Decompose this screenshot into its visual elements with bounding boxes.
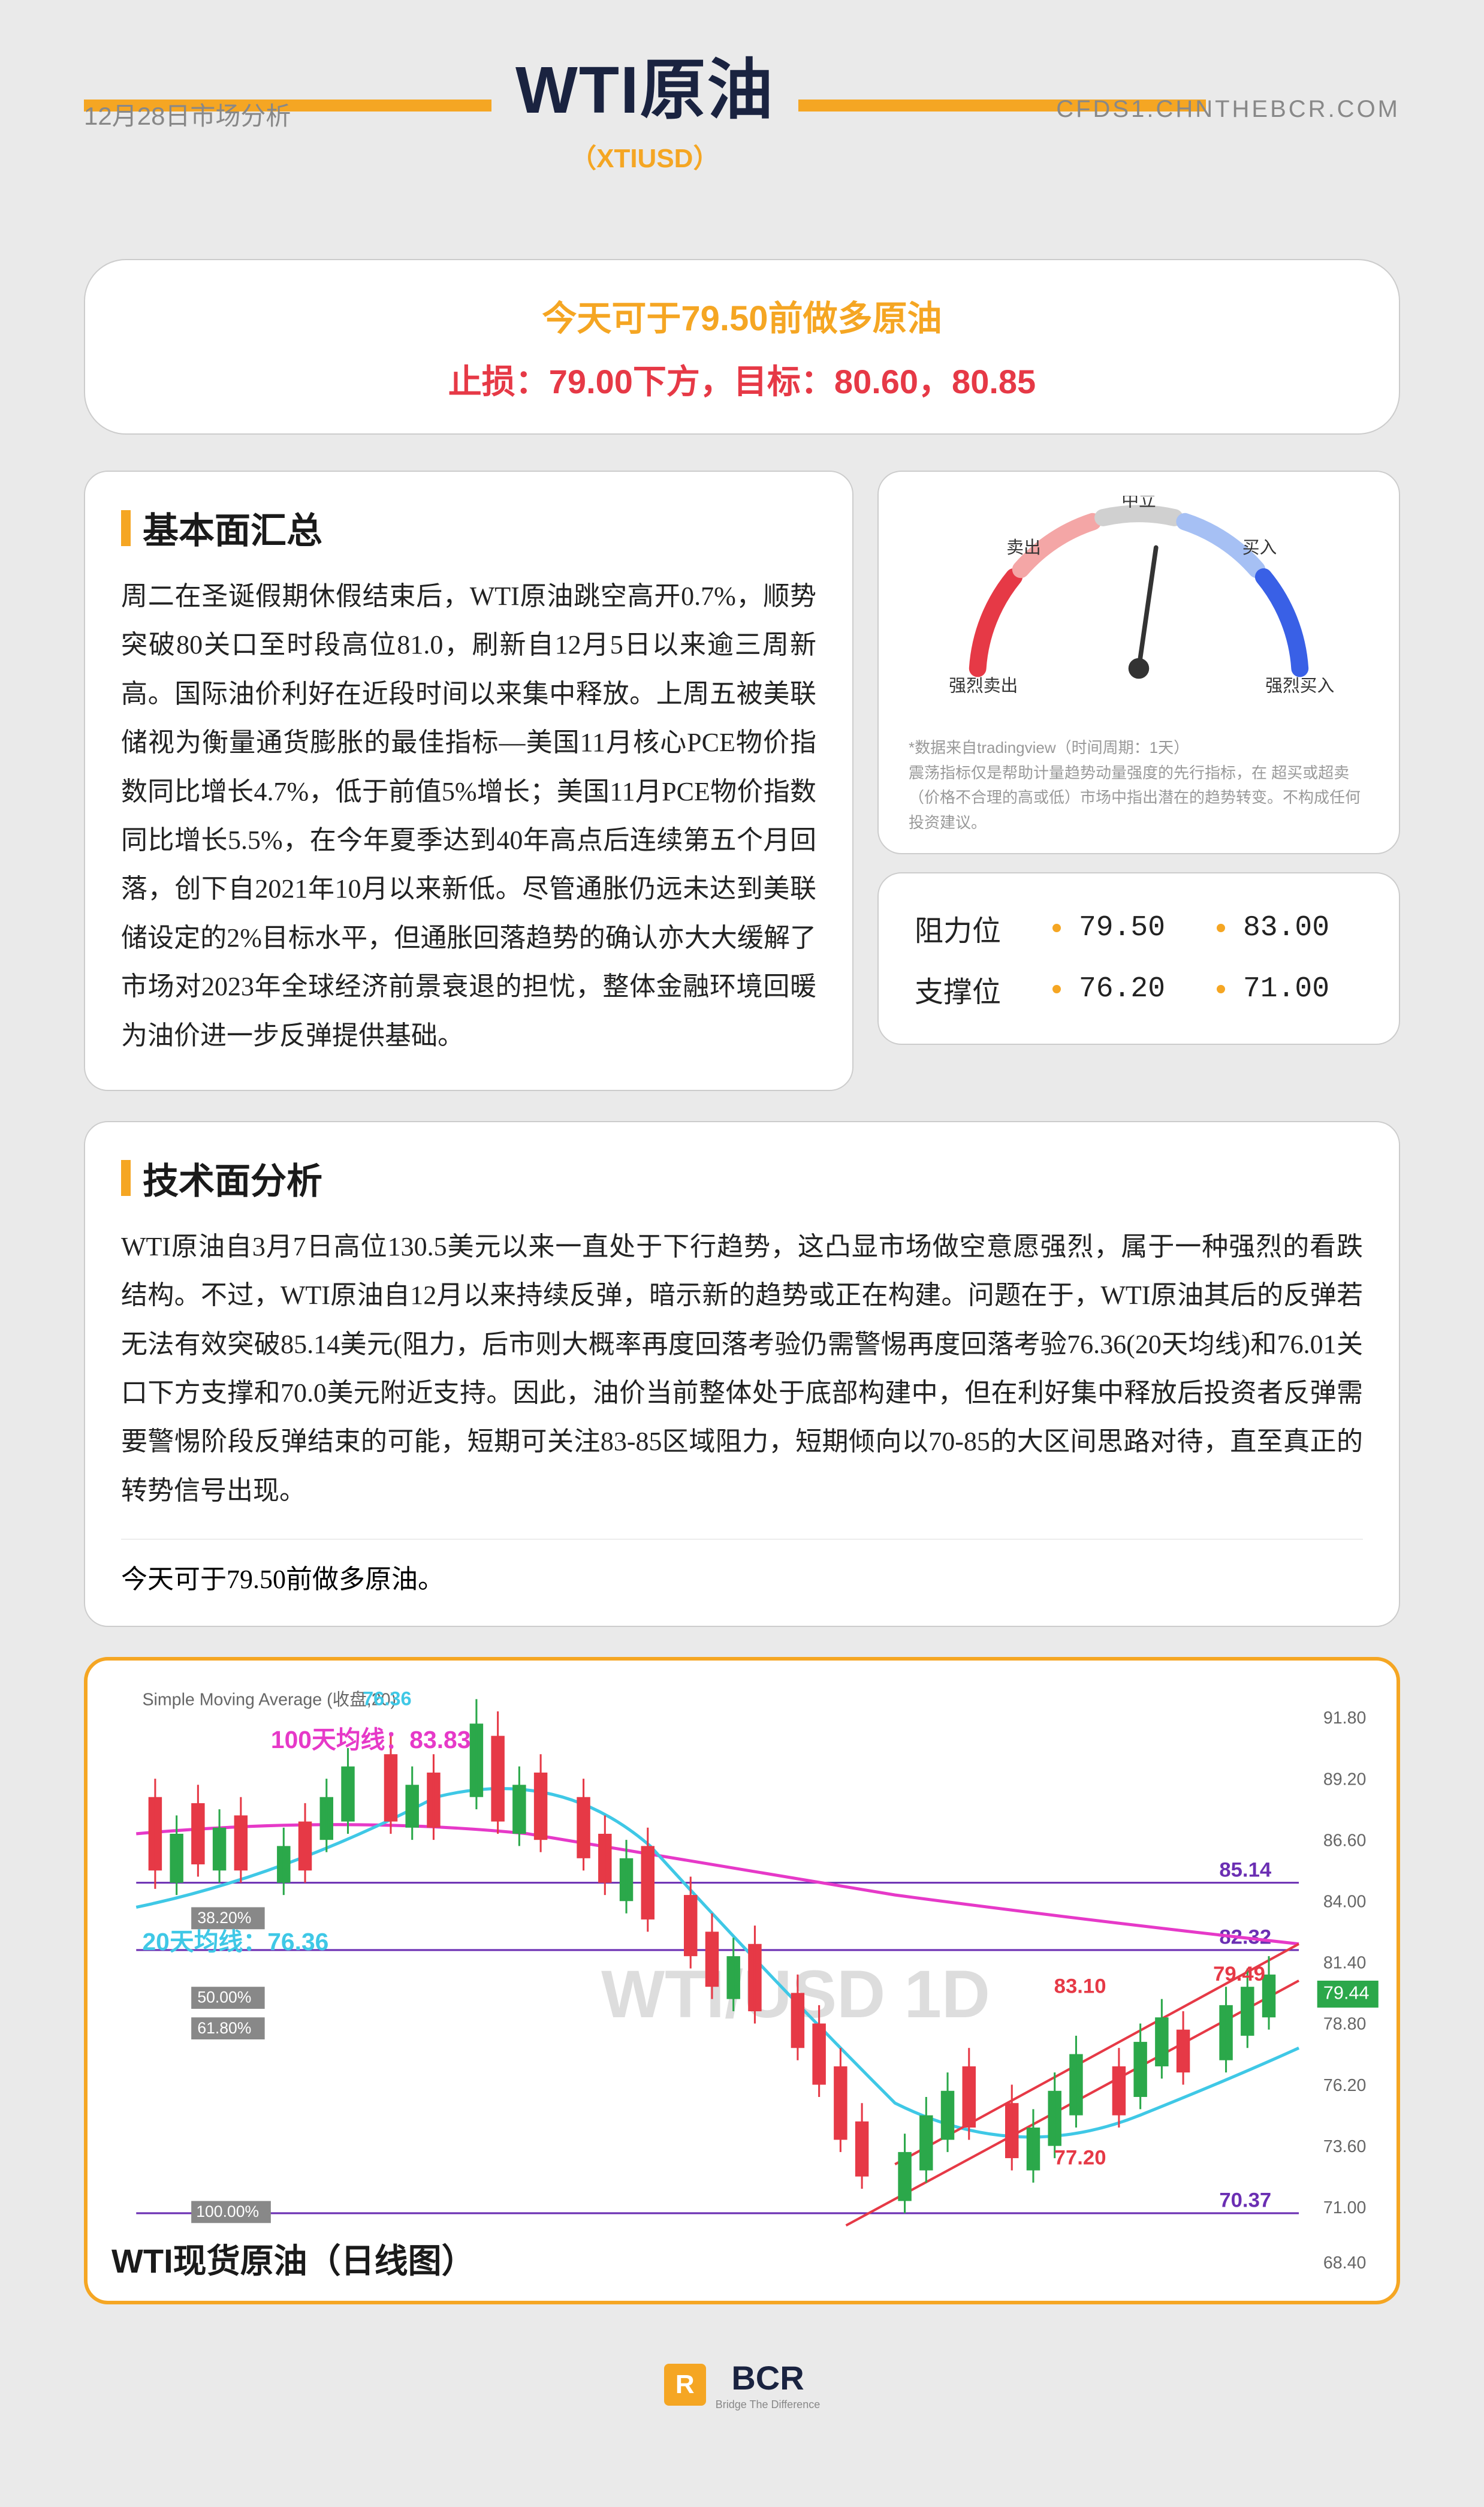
- svg-text:70.37: 70.37: [1219, 2189, 1271, 2212]
- svg-text:100.00%: 100.00%: [196, 2202, 259, 2220]
- svg-text:100天均线：83.83: 100天均线：83.83: [271, 1726, 471, 1753]
- svg-text:73.60: 73.60: [1323, 2137, 1367, 2156]
- date-label: 12月28日市场分析: [84, 96, 291, 132]
- svg-text:71.00: 71.00: [1323, 2198, 1367, 2217]
- svg-text:68.40: 68.40: [1323, 2253, 1367, 2273]
- technical-footer: 今天可于79.50前做多原油。: [121, 1539, 1363, 1596]
- support-2: 71.00: [1243, 973, 1363, 1005]
- technical-card: 技术面分析 WTI原油自3月7日高位130.5美元以来一直处于下行趋势，这凸显市…: [84, 1121, 1400, 1627]
- svg-text:38.20%: 38.20%: [197, 1909, 251, 1927]
- levels-card: 阻力位 79.50 83.00 支撑位 76.20 71.00: [877, 872, 1400, 1045]
- svg-text:卖出: 卖出: [1006, 538, 1041, 558]
- source-url: CFDS1.CHNTHEBCR.COM: [1056, 96, 1400, 123]
- fundamentals-card: 基本面汇总 周二在圣诞假期休假结束后，WTI原油跳空高开0.7%，顺势突破80关…: [84, 471, 853, 1091]
- svg-text:Simple Moving Average (收盘,20): Simple Moving Average (收盘,20): [142, 1691, 396, 1710]
- page-subtitle: （XTIUSD）: [515, 137, 774, 175]
- candlestick-chart: WTI/USD 1D 91.80 89.20 86.60 84.00 81.40…: [99, 1673, 1385, 2289]
- svg-text:85.14: 85.14: [1219, 1859, 1272, 1882]
- fundamentals-body: 周二在圣诞假期休假结束后，WTI原油跳空高开0.7%，顺势突破80关口至时段高位…: [121, 572, 816, 1060]
- resistance-row: 阻力位 79.50 83.00: [915, 897, 1363, 959]
- footer: R BCR Bridge The Difference: [0, 2334, 1484, 2435]
- svg-text:76.20: 76.20: [1323, 2076, 1367, 2095]
- bullet-icon: [1217, 924, 1225, 932]
- svg-text:86.60: 86.60: [1323, 1831, 1367, 1851]
- svg-text:20天均线：76.36: 20天均线：76.36: [142, 1928, 328, 1955]
- svg-text:81.40: 81.40: [1323, 1954, 1367, 1973]
- svg-text:77.20: 77.20: [1054, 2147, 1106, 2169]
- svg-text:79.44: 79.44: [1323, 1983, 1370, 2003]
- bullet-icon: [1052, 985, 1061, 993]
- trade-callout: 今天可于79.50前做多原油 止损：79.00下方，目标：80.60，80.85: [84, 259, 1400, 435]
- title-accent: [121, 1160, 131, 1196]
- support-label: 支撑位: [915, 968, 1034, 1010]
- gauge-disclaimer: *数据来自tradingview（时间周期：1天） 震荡指标仅是帮助计量趋势动量…: [909, 736, 1369, 835]
- candles: [149, 1700, 1276, 2214]
- resistance-2: 83.00: [1243, 912, 1363, 944]
- resistance-1: 79.50: [1079, 912, 1199, 944]
- svg-text:89.20: 89.20: [1323, 1770, 1367, 1789]
- svg-text:买入: 买入: [1242, 538, 1277, 558]
- bullet-icon: [1052, 924, 1061, 932]
- svg-text:78.80: 78.80: [1323, 2015, 1367, 2034]
- resistance-label: 阻力位: [915, 907, 1034, 949]
- header: WTI原油 （XTIUSD） 12月28日市场分析 CFDS1.CHNTHEBC…: [0, 0, 1484, 187]
- chart-title: WTI现货原油（日线图）: [111, 2234, 475, 2283]
- svg-text:79.49: 79.49: [1213, 1963, 1265, 1985]
- sentiment-gauge: 强烈卖出 卖出 中立 买入 强烈买入: [909, 496, 1369, 715]
- svg-text:76.36: 76.36: [363, 1688, 412, 1710]
- brand-tagline: Bridge The Difference: [716, 2398, 820, 2411]
- svg-text:强烈卖出: 强烈卖出: [949, 676, 1018, 695]
- title-accent: [121, 510, 131, 546]
- sentiment-gauge-card: 强烈卖出 卖出 中立 买入 强烈买入 *数据来自tradingview（时间周期…: [877, 471, 1400, 854]
- svg-text:50.00%: 50.00%: [197, 1988, 251, 2006]
- svg-text:强烈买入: 强烈买入: [1265, 676, 1334, 695]
- price-chart-card: WTI/USD 1D 91.80 89.20 86.60 84.00 81.40…: [84, 1657, 1400, 2304]
- svg-text:84.00: 84.00: [1323, 1893, 1367, 1912]
- brand-logo-icon: R: [664, 2364, 706, 2406]
- svg-text:91.80: 91.80: [1323, 1709, 1367, 1728]
- svg-text:83.10: 83.10: [1054, 1975, 1106, 1998]
- page-title: WTI原油: [515, 36, 774, 132]
- svg-text:中立: 中立: [1121, 496, 1156, 510]
- technical-title: 技术面分析: [143, 1152, 322, 1204]
- callout-sl-tp: 止损：79.00下方，目标：80.60，80.85: [133, 355, 1351, 403]
- technical-body: WTI原油自3月7日高位130.5美元以来一直处于下行趋势，这凸显市场做空意愿强…: [121, 1222, 1363, 1515]
- support-row: 支撑位 76.20 71.00: [915, 959, 1363, 1020]
- fundamentals-title: 基本面汇总: [143, 502, 322, 554]
- brand-name: BCR: [716, 2358, 820, 2397]
- bullet-icon: [1217, 985, 1225, 993]
- svg-text:61.80%: 61.80%: [197, 2019, 251, 2037]
- support-1: 76.20: [1079, 973, 1199, 1005]
- callout-entry: 今天可于79.50前做多原油: [133, 290, 1351, 341]
